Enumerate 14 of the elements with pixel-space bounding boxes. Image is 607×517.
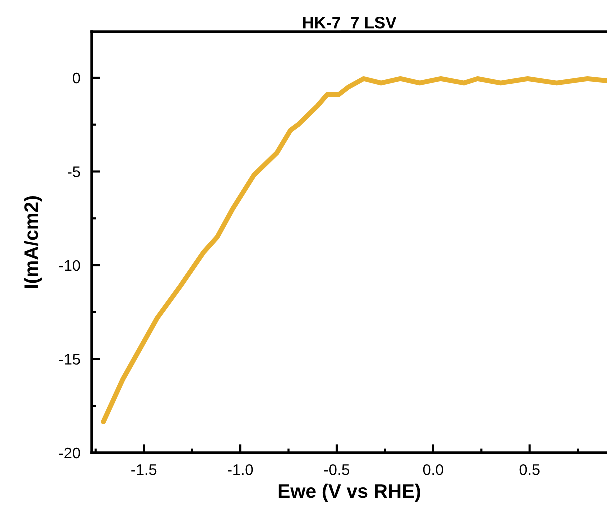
x-tick-label: -1.5	[132, 464, 157, 476]
chart-title: HK-7_7 LSV	[303, 16, 397, 31]
y-tick-label: -5	[68, 166, 80, 178]
x-tick-label: -0.5	[324, 464, 350, 476]
line-series	[101, 76, 607, 424]
y-tick-label: -20	[60, 448, 80, 459]
x-axis-title: Ewe (V vs RHE)	[278, 484, 420, 502]
y-tick-label: -10	[60, 260, 80, 272]
x-tick-label: 0.0	[423, 464, 444, 476]
y-axis-title: I(mA/cm2)	[24, 196, 42, 288]
y-tick-label: -15	[60, 354, 80, 365]
x-tick-label: 0.5	[520, 464, 540, 476]
y-tick-label: 0	[73, 72, 80, 84]
x-tick-label: -1.0	[228, 464, 254, 476]
